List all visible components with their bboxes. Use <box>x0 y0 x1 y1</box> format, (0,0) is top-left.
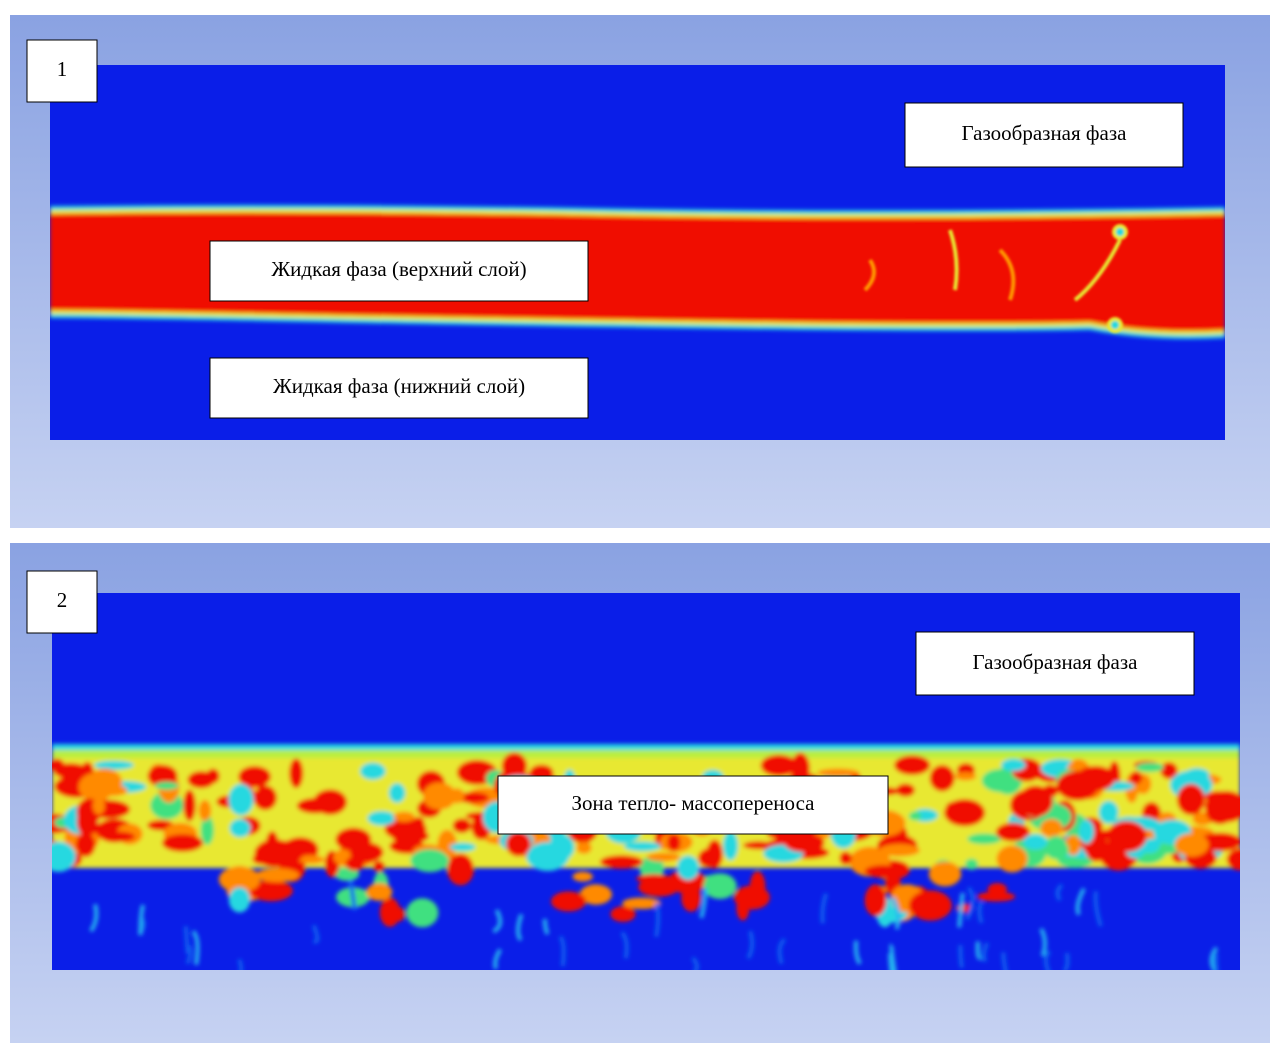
phase-label: Газообразная фаза <box>973 650 1139 674</box>
phase-label: Жидкая фаза (верхний слой) <box>271 257 526 281</box>
zone-label: Зона тепло- массопереноса <box>572 791 816 815</box>
panel-number: 2 <box>57 588 68 612</box>
figure: 1 Газообразная фаза Жидкая фаза (верхний… <box>0 0 1270 1043</box>
panel-number: 1 <box>57 57 68 81</box>
page: 1 Газообразная фаза Жидкая фаза (верхний… <box>0 0 1270 1043</box>
phase-label: Жидкая фаза (нижний слой) <box>273 374 525 398</box>
phase-label: Газообразная фаза <box>962 121 1128 145</box>
